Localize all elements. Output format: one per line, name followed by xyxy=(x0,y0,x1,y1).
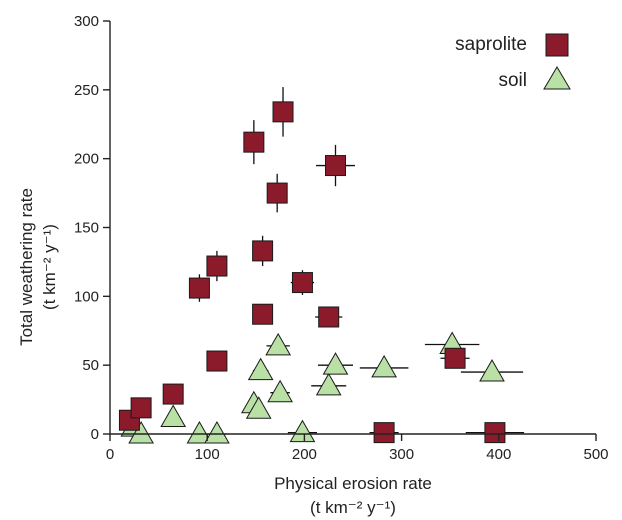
saprolite-point-10 xyxy=(266,182,288,204)
soil-point-6 xyxy=(245,396,272,419)
x-tick-label-5: 500 xyxy=(583,446,608,463)
soil-point-8 xyxy=(265,332,292,356)
x-tick-label-1: 100 xyxy=(195,446,220,463)
soil-point-4 xyxy=(204,420,230,444)
x-axis-unit: (t km⁻² y⁻¹) xyxy=(310,498,396,517)
y-tick-label-3: 150 xyxy=(74,220,99,237)
saprolite-point-16 xyxy=(484,422,506,444)
saprolite-point-14 xyxy=(444,347,466,369)
saprolite-point-7 xyxy=(252,240,274,262)
data-marks xyxy=(118,87,525,444)
saprolite-point-1 xyxy=(130,397,152,419)
x-tick-label-0: 0 xyxy=(106,446,114,463)
saprolite-point-4 xyxy=(206,255,228,277)
soil-point-12 xyxy=(322,352,349,375)
saprolite-point-15 xyxy=(373,422,395,444)
soil-point-1 xyxy=(128,420,154,444)
soil-point-11 xyxy=(315,372,342,396)
x-axis-label: Physical erosion rate xyxy=(274,474,432,493)
y-tick-label-2: 100 xyxy=(74,288,99,305)
saprolite-point-9 xyxy=(272,101,294,123)
soil-point-10 xyxy=(289,419,316,443)
x-tick-label-2: 200 xyxy=(292,446,317,463)
y-axis-title: Total weathering rate (t km⁻² y⁻¹) xyxy=(17,188,59,346)
y-tick-label-1: 50 xyxy=(82,357,99,374)
saprolite-point-11 xyxy=(291,272,313,294)
legend-marker-saprolite xyxy=(545,33,569,57)
x-axis-title: Physical erosion rate (t km⁻² y⁻¹) xyxy=(274,474,432,517)
saprolite-point-5 xyxy=(206,350,228,372)
saprolite-point-12 xyxy=(325,155,347,177)
soil-point-15 xyxy=(479,359,505,382)
y-tick-label-4: 200 xyxy=(74,151,99,168)
y-tick-label-6: 300 xyxy=(74,13,99,30)
saprolite-point-3 xyxy=(188,277,210,299)
y-tick-label-0: 0 xyxy=(91,426,99,443)
y-tick-label-5: 250 xyxy=(74,82,99,99)
x-tick-label-4: 400 xyxy=(486,446,511,463)
soil-point-3 xyxy=(186,420,213,444)
soil-point-9 xyxy=(267,379,293,403)
legend-marker-soil xyxy=(543,66,571,90)
soil-point-13 xyxy=(371,354,397,378)
soil-point-7 xyxy=(247,357,274,381)
y-axis-label: Total weathering rate xyxy=(17,188,36,346)
x-tick-label-3: 300 xyxy=(389,446,414,463)
legend-label-saprolite: saprolite xyxy=(455,34,527,55)
legend-label-soil: soil xyxy=(498,70,527,91)
legend: saprolite soil xyxy=(455,33,571,91)
y-axis-unit: (t km⁻² y⁻¹) xyxy=(40,224,59,310)
saprolite-point-8 xyxy=(252,303,274,325)
axis-ticks: 0 100 200 300 400 500 0 50 100 150 200 250 300 xyxy=(74,13,609,463)
saprolite-point-6 xyxy=(243,131,265,153)
soil-point-2 xyxy=(160,404,187,427)
saprolite-point-2 xyxy=(162,383,184,405)
saprolite-point-13 xyxy=(318,306,340,328)
